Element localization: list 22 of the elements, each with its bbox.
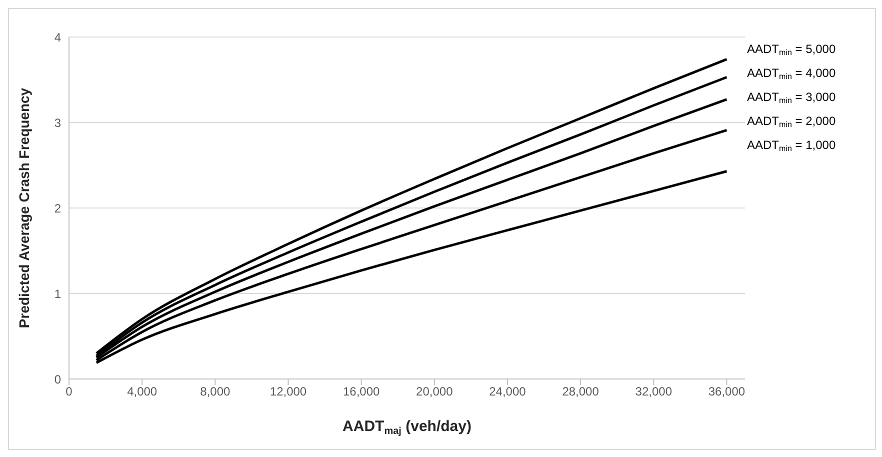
y-tick-label: 4 <box>54 30 62 44</box>
x-axis-title: AADT$_{maj}$ (veh/day) <box>342 418 472 436</box>
text: AADT$_{min}$ = 1,000 <box>747 138 836 153</box>
x-tick-label: 4,000 <box>127 384 158 399</box>
x-tick-label: 0 <box>66 384 73 399</box>
y-tick-label: 1 <box>54 286 62 301</box>
y-axis-title: Predicted Average Crash Frequency <box>16 88 32 328</box>
x-tick-label: 16,000 <box>342 384 380 399</box>
x-tick-label: 12,000 <box>270 384 307 399</box>
y-tick-label: 2 <box>54 201 62 216</box>
x-tick-label: 36,000 <box>708 384 746 399</box>
x-tick-label: 32,000 <box>635 384 672 399</box>
y-tick-label: 0 <box>54 372 62 386</box>
x-tick-label: 28,000 <box>562 384 600 399</box>
text: AADT$_{min}$ = 5,000 <box>747 42 836 57</box>
text: AADT$_{min}$ = 4,000 <box>747 66 836 81</box>
x-tick-label: 24,000 <box>489 384 526 399</box>
x-tick-label: 20,000 <box>416 384 454 399</box>
text: AADT$_{min}$ = 2,000 <box>747 114 836 129</box>
y-tick-label: 3 <box>54 116 62 130</box>
text: AADT$_{min}$ = 3,000 <box>747 90 836 105</box>
x-tick-label: 8,000 <box>200 384 230 399</box>
